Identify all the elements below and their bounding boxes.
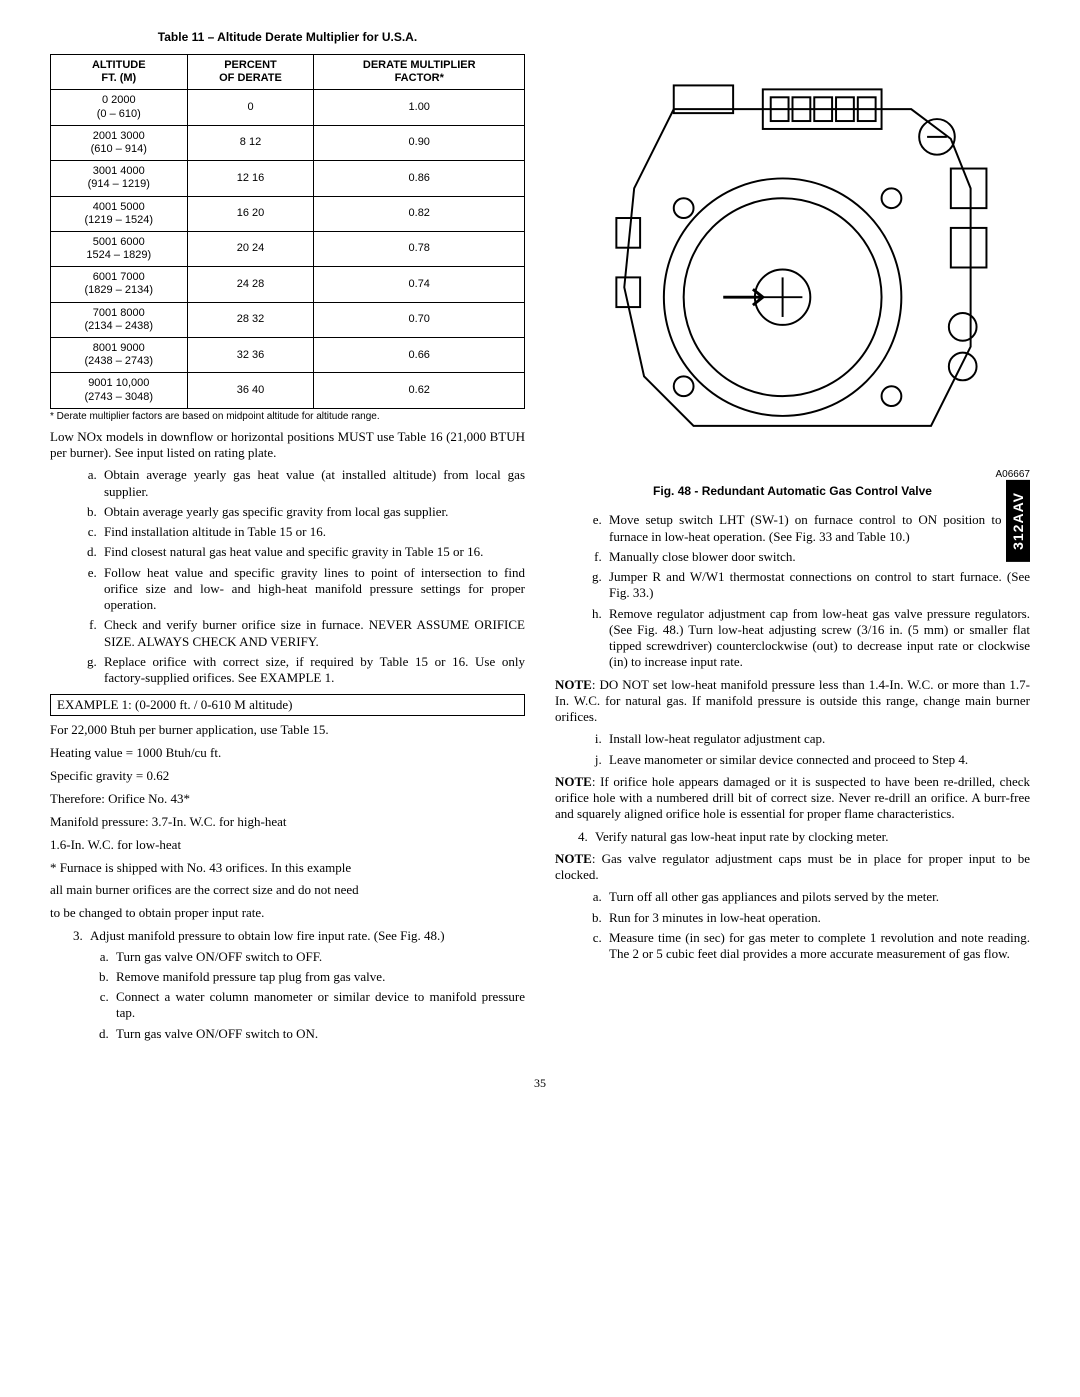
list-item: Manually close blower door switch.: [605, 549, 1030, 565]
left-column: Table 11 – Altitude Derate Multiplier fo…: [50, 30, 525, 1046]
list-item: Obtain average yearly gas specific gravi…: [100, 504, 525, 520]
list-item: Install low-heat regulator adjustment ca…: [605, 731, 1030, 747]
list-item: Jumper R and W/W1 thermostat connections…: [605, 569, 1030, 602]
table-header: DERATE MULTIPLIERFACTOR*: [314, 55, 525, 90]
table-title: Table 11 – Altitude Derate Multiplier fo…: [50, 30, 525, 44]
list-item: Replace orifice with correct size, if re…: [100, 654, 525, 687]
gas-valve-figure: [555, 30, 1030, 469]
right-column: A06667 Fig. 48 - Redundant Automatic Gas…: [555, 30, 1030, 1046]
step-4: Verify natural gas low-heat input rate b…: [591, 829, 1030, 845]
example-line: Specific gravity = 0.62: [50, 768, 525, 785]
example-line: For 22,000 Btuh per burner application, …: [50, 722, 525, 739]
procedure-list-a: Obtain average yearly gas heat value (at…: [50, 467, 525, 686]
step-3: Adjust manifold pressure to obtain low f…: [86, 928, 525, 1042]
list-item: Obtain average yearly gas heat value (at…: [100, 467, 525, 500]
procedure-list-e: Move setup switch LHT (SW-1) on furnace …: [555, 512, 1030, 670]
example-block: For 22,000 Btuh per burner application, …: [50, 722, 525, 922]
figure-code: A06667: [555, 469, 1030, 480]
list-item: Turn off all other gas appliances and pi…: [605, 889, 1030, 905]
list-item: Follow heat value and specific gravity l…: [100, 565, 525, 614]
example-line: to be changed to obtain proper input rat…: [50, 905, 525, 922]
model-tab: 312AAV: [1006, 480, 1030, 562]
step-3-list: Adjust manifold pressure to obtain low f…: [50, 928, 525, 1042]
list-item: Turn gas valve ON/OFF switch to ON.: [112, 1026, 525, 1042]
table-row: 2001 3000(610 – 914)8 120.90: [51, 125, 525, 160]
table-header: PERCENTOF DERATE: [187, 55, 314, 90]
example-title: EXAMPLE 1: (0-2000 ft. / 0-610 M altitud…: [57, 697, 292, 712]
table-row: 7001 8000(2134 – 2438)28 320.70: [51, 302, 525, 337]
list-item: Find installation altitude in Table 15 o…: [100, 524, 525, 540]
list-item: Move setup switch LHT (SW-1) on furnace …: [605, 512, 1030, 545]
table-row: 0 2000(0 – 610)01.00: [51, 90, 525, 125]
list-item: Remove regulator adjustment cap from low…: [605, 606, 1030, 671]
procedure-list-a2: Turn off all other gas appliances and pi…: [555, 889, 1030, 962]
table-row: 9001 10,000(2743 – 3048)36 400.62: [51, 373, 525, 408]
list-item: Find closest natural gas heat value and …: [100, 544, 525, 560]
example-title-box: EXAMPLE 1: (0-2000 ft. / 0-610 M altitud…: [50, 694, 525, 716]
table-row: 8001 9000(2438 – 2743)32 360.66: [51, 338, 525, 373]
left-para-1: Low NOx models in downflow or horizontal…: [50, 429, 525, 462]
example-line: * Furnace is shipped with No. 43 orifice…: [50, 860, 525, 877]
table-header: ALTITUDEFT. (M): [51, 55, 188, 90]
list-item: Check and verify burner orifice size in …: [100, 617, 525, 650]
procedure-list-i: Install low-heat regulator adjustment ca…: [555, 731, 1030, 768]
table-row: 4001 5000(1219 – 1524)16 200.82: [51, 196, 525, 231]
list-item: Run for 3 minutes in low-heat operation.: [605, 910, 1030, 926]
list-item: Connect a water column manometer or simi…: [112, 989, 525, 1022]
step-3-sublist: Turn gas valve ON/OFF switch to OFF. Remo…: [90, 949, 525, 1042]
step-3-text: Adjust manifold pressure to obtain low f…: [90, 928, 445, 943]
list-item: Leave manometer or similar device connec…: [605, 752, 1030, 768]
example-line: all main burner orifices are the correct…: [50, 882, 525, 899]
table-row: 6001 7000(1829 – 2134)24 280.74: [51, 267, 525, 302]
example-line: Therefore: Orifice No. 43*: [50, 791, 525, 808]
example-line: Manifold pressure: 3.7-In. W.C. for high…: [50, 814, 525, 831]
list-item: Turn gas valve ON/OFF switch to OFF.: [112, 949, 525, 965]
figure-caption: Fig. 48 - Redundant Automatic Gas Contro…: [555, 484, 1030, 498]
list-item: Measure time (in sec) for gas meter to c…: [605, 930, 1030, 963]
page-number: 35: [50, 1076, 1030, 1091]
step-4-list: Verify natural gas low-heat input rate b…: [555, 829, 1030, 845]
note-2: NOTE: If orifice hole appears damaged or…: [555, 774, 1030, 823]
table-row: 3001 4000(914 – 1219)12 160.86: [51, 161, 525, 196]
derate-table: ALTITUDEFT. (M)PERCENTOF DERATEDERATE MU…: [50, 54, 525, 409]
example-line: Heating value = 1000 Btuh/cu ft.: [50, 745, 525, 762]
table-footnote: * Derate multiplier factors are based on…: [50, 411, 525, 423]
example-line: 1.6-In. W.C. for low-heat: [50, 837, 525, 854]
table-row: 5001 60001524 – 1829)20 240.78: [51, 231, 525, 266]
note-1: NOTE: DO NOT set low-heat manifold press…: [555, 677, 1030, 726]
note-3: NOTE: Gas valve regulator adjustment cap…: [555, 851, 1030, 884]
list-item: Remove manifold pressure tap plug from g…: [112, 969, 525, 985]
